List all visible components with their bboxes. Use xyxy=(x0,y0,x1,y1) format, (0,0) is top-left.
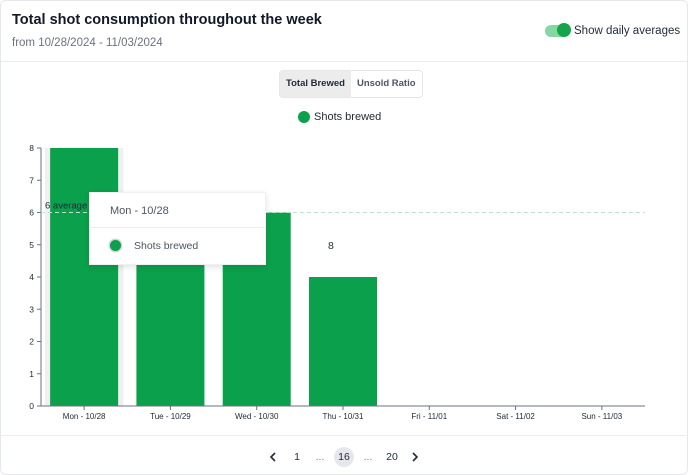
y-tick-label: 6 xyxy=(29,208,34,218)
bar-thu-10-31 xyxy=(309,277,377,406)
tooltip-header: Mon - 10/28 xyxy=(90,193,265,228)
tooltip-series-swatch xyxy=(110,240,121,251)
daily-averages-toggle-group[interactable]: Show daily averages xyxy=(545,23,680,39)
chart-legend[interactable]: Shots brewed xyxy=(298,111,381,123)
chevron-left-icon xyxy=(269,452,276,462)
next-page-button[interactable] xyxy=(408,447,422,467)
y-tick-label: 3 xyxy=(29,304,34,314)
y-tick-label: 0 xyxy=(29,401,34,411)
x-tick-label: Wed - 10/30 xyxy=(235,412,279,421)
page-16-button[interactable]: 16 xyxy=(334,447,354,467)
page-20-button[interactable]: 20 xyxy=(386,451,398,463)
page-1-button[interactable]: 1 xyxy=(294,451,300,463)
bar-mon-10-28 xyxy=(50,148,119,406)
chart-tabs: Total Brewed Unsold Ratio xyxy=(279,70,423,98)
tooltip-title: Mon - 10/28 xyxy=(110,205,169,217)
daily-average-label: 6 average xyxy=(45,201,87,212)
toggle-knob xyxy=(557,23,571,37)
tab-unsold-ratio[interactable]: Unsold Ratio xyxy=(356,78,416,89)
y-tick-label: 8 xyxy=(29,143,34,153)
y-tick-label: 4 xyxy=(29,272,34,282)
x-tick-label: Mon - 10/28 xyxy=(63,412,106,421)
y-tick-label: 2 xyxy=(29,337,34,347)
legend-label-shots-brewed: Shots brewed xyxy=(314,111,382,123)
daily-averages-toggle[interactable] xyxy=(545,23,571,37)
chart-title: Total shot consumption throughout the we… xyxy=(12,12,322,28)
tooltip-series-label: Shots brewed xyxy=(134,240,199,252)
x-tick-label: Thu - 10/31 xyxy=(323,412,364,421)
y-tick-label: 5 xyxy=(29,240,34,250)
chart-tooltip: Mon - 10/28 Shots brewed 8 xyxy=(89,192,334,265)
card-header: Total shot consumption throughout the we… xyxy=(1,1,687,62)
x-tick-label: Tue - 10/29 xyxy=(150,412,191,421)
tooltip-series-value: 8 xyxy=(328,240,334,252)
date-range-subtitle: from 10/28/2024 - 11/03/2024 xyxy=(12,37,163,49)
y-tick-label: 1 xyxy=(29,369,34,379)
x-tick-label: Sun - 11/03 xyxy=(581,412,622,421)
x-tick-label: Fri - 11/01 xyxy=(411,412,447,421)
daily-averages-label[interactable]: Show daily averages xyxy=(574,25,681,37)
pagination-bar xyxy=(0,435,686,474)
x-tick-label: Sat - 11/02 xyxy=(496,412,535,421)
chevron-right-icon xyxy=(412,452,419,462)
prev-page-button[interactable] xyxy=(266,447,280,467)
tab-total-brewed[interactable]: Total Brewed xyxy=(280,71,351,97)
pagination-ellipsis-right: ... xyxy=(363,451,373,463)
legend-swatch-shots-brewed xyxy=(298,111,310,123)
pagination-ellipsis-left: ... xyxy=(315,451,325,463)
y-tick-label: 7 xyxy=(29,175,34,185)
